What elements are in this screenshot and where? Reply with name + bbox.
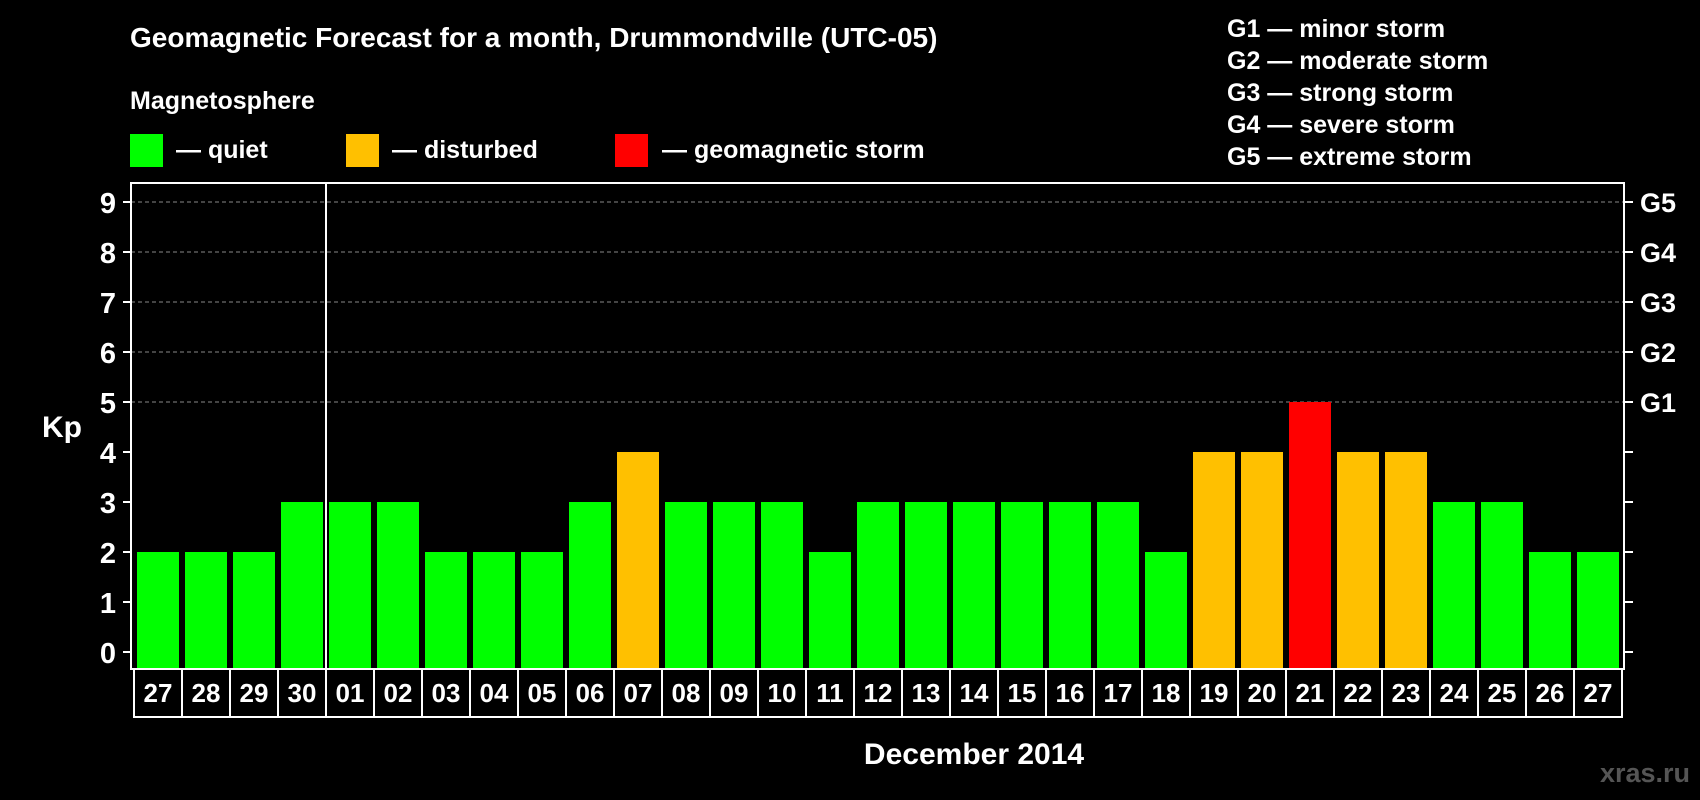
y-axis-label: Kp [42, 411, 82, 444]
x-tick-label: 23 [1392, 678, 1421, 708]
x-tick-label: 10 [768, 678, 797, 708]
x-tick-label: 24 [1440, 678, 1469, 708]
kp-bar [473, 552, 515, 668]
x-tick-label: 17 [1104, 678, 1133, 708]
x-tick-label: 15 [1008, 678, 1037, 708]
x-tick-label: 28 [192, 678, 221, 708]
x-tick-label: 12 [864, 678, 893, 708]
x-tick-label: 30 [288, 678, 317, 708]
kp-bar [1577, 552, 1619, 668]
x-tick-label: 25 [1488, 678, 1517, 708]
kp-bar [905, 502, 947, 668]
x-tick-label: 14 [960, 678, 989, 708]
y-tick-label: 5 [100, 388, 116, 420]
g-scale-g5: G5 — extreme storm [1227, 143, 1472, 171]
kp-bar [617, 452, 659, 668]
y-tick-label: 4 [100, 438, 116, 470]
legend-label-disturbed: — disturbed [392, 136, 538, 164]
legend-label-storm: — geomagnetic storm [662, 136, 925, 164]
kp-bar [521, 552, 563, 668]
kp-bar [1433, 502, 1475, 668]
x-tick-label: 07 [624, 678, 653, 708]
kp-bar [1289, 402, 1331, 668]
kp-bar [953, 502, 995, 668]
kp-bar [1241, 452, 1283, 668]
kp-bar [1001, 502, 1043, 668]
y-tick-label: 1 [100, 588, 116, 620]
kp-bar [761, 502, 803, 668]
watermark: xras.ru [1600, 758, 1690, 788]
g-axis-label: G4 [1640, 238, 1676, 268]
x-tick-label: 06 [576, 678, 605, 708]
kp-bar [281, 502, 323, 668]
kp-bar [1385, 452, 1427, 668]
chart-title: Geomagnetic Forecast for a month, Drummo… [130, 22, 937, 53]
x-tick-label: 02 [384, 678, 413, 708]
kp-bar [233, 552, 275, 668]
legend-title: Magnetosphere [130, 87, 315, 115]
y-tick-label: 9 [100, 188, 116, 220]
x-tick-label: 18 [1152, 678, 1181, 708]
kp-bar [1145, 552, 1187, 668]
y-tick-label: 3 [100, 488, 116, 520]
x-tick-label: 22 [1344, 678, 1373, 708]
kp-bar [1337, 452, 1379, 668]
legend-label-quiet: — quiet [176, 136, 268, 164]
kp-bar [713, 502, 755, 668]
g-scale-g2: G2 — moderate storm [1227, 47, 1488, 75]
kp-bar [1049, 502, 1091, 668]
kp-bar [1193, 452, 1235, 668]
kp-bar [1097, 502, 1139, 668]
kp-bar [809, 552, 851, 668]
legend-swatch-quiet [130, 134, 163, 167]
y-tick-label: 7 [100, 288, 116, 320]
kp-bar [377, 502, 419, 668]
x-axis-label: December 2014 [864, 738, 1084, 771]
kp-bar [1529, 552, 1571, 668]
x-tick-label: 11 [816, 678, 844, 708]
x-tick-label: 16 [1056, 678, 1085, 708]
kp-bar [137, 552, 179, 668]
kp-bar [1481, 502, 1523, 668]
y-tick-label: 2 [100, 538, 116, 570]
x-tick-label: 08 [672, 678, 701, 708]
x-tick-label: 04 [480, 678, 509, 708]
g-scale-g1: G1 — minor storm [1227, 15, 1445, 43]
kp-bar [185, 552, 227, 668]
kp-bar [425, 552, 467, 668]
x-tick-label: 26 [1536, 678, 1565, 708]
g-axis-label: G1 [1640, 388, 1676, 418]
x-tick-label: 05 [528, 678, 557, 708]
y-tick-label: 0 [100, 638, 116, 670]
x-tick-label: 13 [912, 678, 941, 708]
x-tick-label: 19 [1200, 678, 1229, 708]
g-axis-label: G3 [1640, 288, 1676, 318]
x-tick-label: 27 [144, 678, 173, 708]
date-band [133, 668, 1623, 718]
x-tick-label: 09 [720, 678, 749, 708]
g-scale-g3: G3 — strong storm [1227, 79, 1453, 107]
g-axis-label: G5 [1640, 188, 1676, 218]
kp-bar [665, 502, 707, 668]
y-tick-label: 8 [100, 238, 116, 270]
x-tick-label: 03 [432, 678, 461, 708]
x-tick-label: 20 [1248, 678, 1277, 708]
g-axis-label: G2 [1640, 338, 1676, 368]
g-scale-g4: G4 — severe storm [1227, 111, 1455, 139]
x-tick-label: 21 [1296, 678, 1325, 708]
legend-swatch-disturbed [346, 134, 379, 167]
kp-bar [569, 502, 611, 668]
x-tick-label: 29 [240, 678, 269, 708]
x-tick-label: 01 [336, 678, 365, 708]
x-tick-label: 27 [1584, 678, 1613, 708]
legend-swatch-storm [615, 134, 648, 167]
y-tick-label: 6 [100, 338, 116, 370]
kp-bar [329, 502, 371, 668]
kp-bar [857, 502, 899, 668]
